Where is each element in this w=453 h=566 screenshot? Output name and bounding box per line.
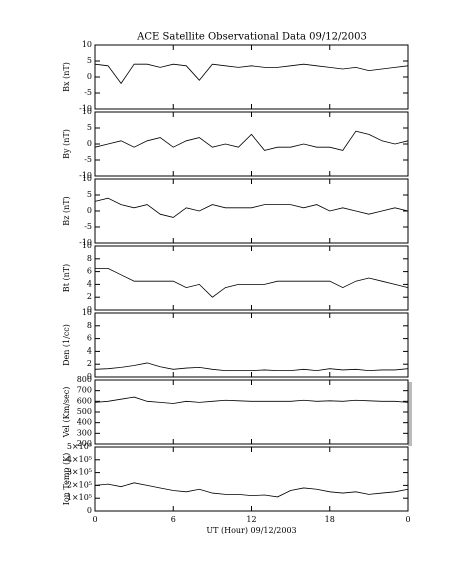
y-tick-label: -5 <box>84 155 92 164</box>
data-line <box>94 482 409 498</box>
y-tick-label: 2 <box>87 359 92 368</box>
y-tick-label: 0 <box>87 305 92 314</box>
y-axis-label: Bz (nT) <box>62 196 71 225</box>
y-tick-label: 0 <box>87 372 92 381</box>
chart-title: ACE Satellite Observational Data 09/12/2… <box>136 32 367 43</box>
y-tick-label: 2 <box>87 292 92 301</box>
y-tick-label: -10 <box>79 171 92 180</box>
y-tick-label: 3×10⁵ <box>67 468 92 477</box>
y-axis-label: Den (1/cc) <box>62 324 71 366</box>
y-tick-label: 500 <box>77 407 92 416</box>
y-tick-label: 8 <box>87 321 92 330</box>
y-tick-label: 400 <box>77 418 92 427</box>
y-tick-label: 5 <box>87 190 92 199</box>
y-tick-label: 10 <box>82 107 92 116</box>
y-tick-label: 6 <box>87 267 92 276</box>
y-axis-label: Vel (Km/sec) <box>62 387 71 439</box>
y-tick-label: 5 <box>87 123 92 132</box>
y-tick-label: 0 <box>87 506 92 515</box>
y-tick-label: 4 <box>87 279 92 288</box>
y-tick-label: 10 <box>82 40 92 49</box>
x-tick-label: 12 <box>246 515 256 524</box>
y-tick-label: -10 <box>79 104 92 113</box>
x-tick-label: 0 <box>92 515 97 524</box>
y-tick-label: 10 <box>82 241 92 250</box>
data-gap-bar <box>408 382 412 446</box>
data-line <box>94 197 409 218</box>
y-tick-label: 800 <box>77 375 92 384</box>
y-tick-label: -10 <box>79 238 92 247</box>
data-line <box>94 396 409 404</box>
x-axis-label: UT (Hour) 09/12/2003 <box>206 526 296 535</box>
data-line <box>95 268 409 298</box>
y-tick-label: 200 <box>77 439 92 448</box>
y-tick-label: -5 <box>84 88 92 97</box>
y-tick-label: 0 <box>87 206 92 215</box>
data-line <box>94 130 409 151</box>
y-tick-label: 600 <box>77 396 92 405</box>
y-axis-label: Bx (nT) <box>62 62 71 92</box>
y-tick-label: 2×10⁵ <box>67 480 92 489</box>
y-tick-label: 8 <box>87 254 92 263</box>
y-tick-label: 5 <box>87 56 92 65</box>
y-tick-label: -5 <box>84 222 92 231</box>
y-tick-label: 10 <box>82 174 92 183</box>
y-tick-label: 0 <box>87 139 92 148</box>
y-tick-label: 0 <box>87 72 92 81</box>
y-tick-label: 4×10⁵ <box>67 455 92 464</box>
x-tick-label: 6 <box>171 515 176 524</box>
y-tick-label: 300 <box>77 428 92 437</box>
y-tick-label: 6 <box>87 334 92 343</box>
x-tick-label: 0 <box>405 515 410 524</box>
y-axis-label: By (nT) <box>62 129 71 159</box>
y-tick-label: 700 <box>77 386 92 395</box>
y-tick-label: 10 <box>82 308 92 317</box>
data-line <box>94 63 409 85</box>
data-line <box>94 362 409 372</box>
y-tick-label: 1×10⁵ <box>67 493 92 502</box>
y-axis-label: Bt (nT) <box>62 264 71 292</box>
y-axis-label: Ion Temp (K) <box>62 453 71 506</box>
y-tick-label: 5×10⁵ <box>67 442 92 451</box>
x-tick-label: 18 <box>325 515 335 524</box>
y-tick-label: 4 <box>87 346 92 355</box>
